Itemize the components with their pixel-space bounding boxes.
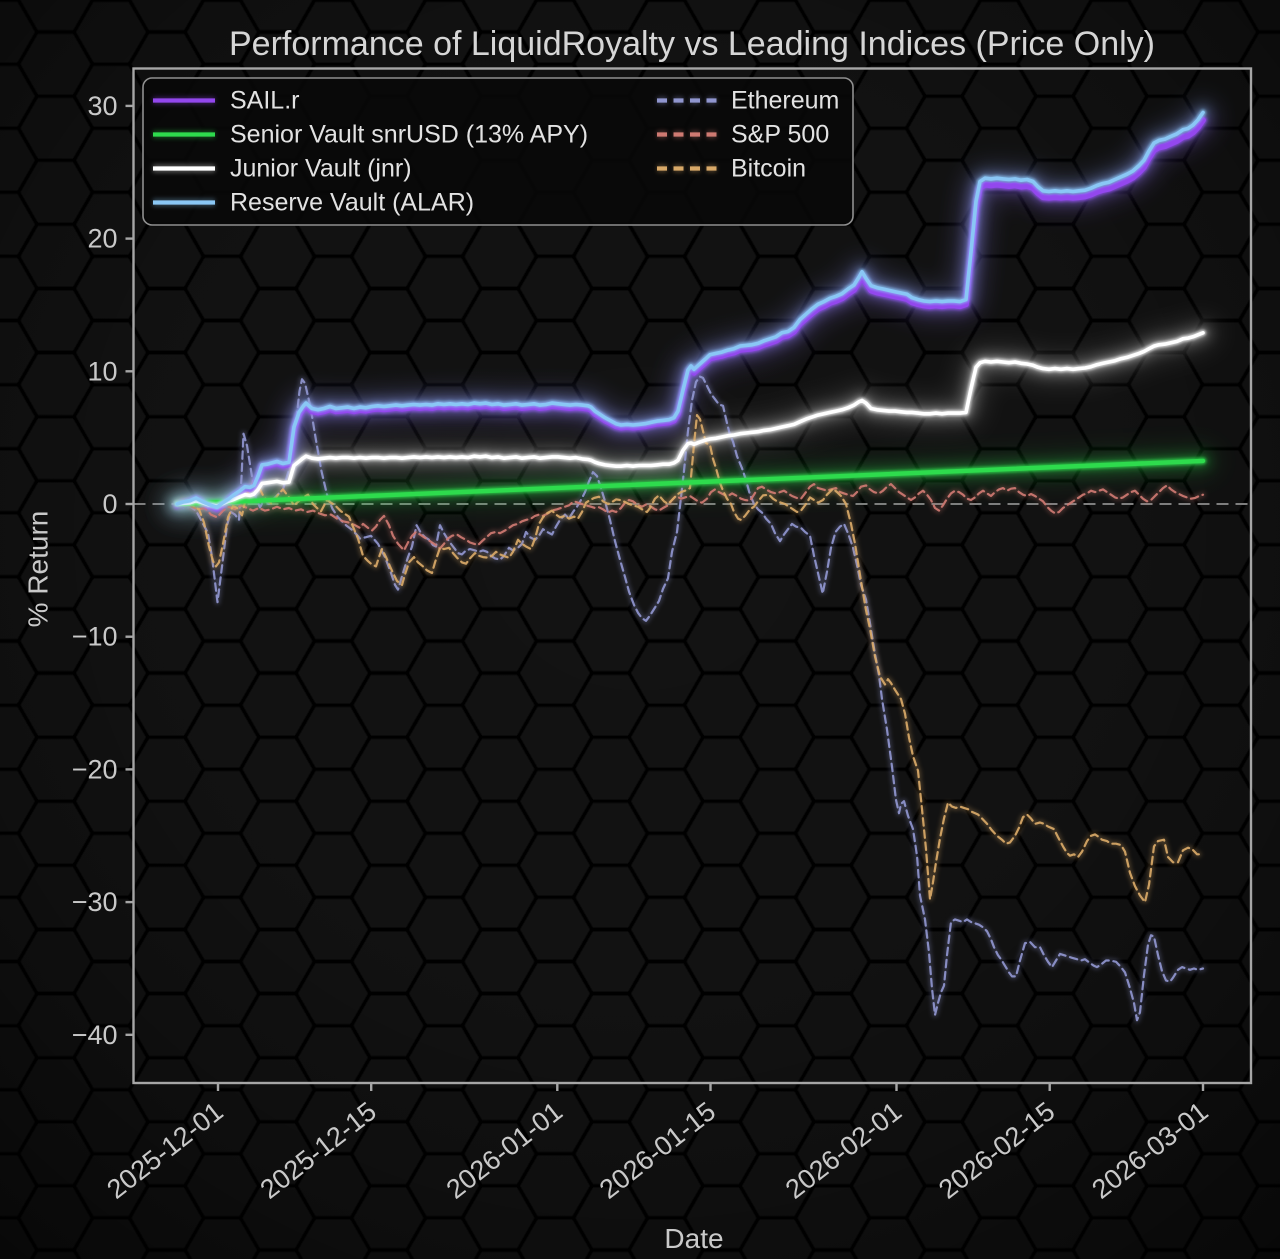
svg-text:Junior Vault (jnr): Junior Vault (jnr) bbox=[230, 155, 412, 183]
svg-text:−40: −40 bbox=[72, 1020, 118, 1050]
svg-text:Reserve Vault (ALAR): Reserve Vault (ALAR) bbox=[230, 189, 474, 217]
svg-text:S&P 500: S&P 500 bbox=[731, 121, 829, 149]
svg-text:Senior Vault snrUSD (13% APY): Senior Vault snrUSD (13% APY) bbox=[230, 121, 588, 149]
svg-text:SAIL.r: SAIL.r bbox=[230, 87, 299, 115]
svg-text:−20: −20 bbox=[72, 754, 118, 784]
svg-text:20: 20 bbox=[87, 224, 117, 254]
svg-text:−30: −30 bbox=[72, 887, 118, 917]
svg-text:Date: Date bbox=[664, 1223, 723, 1254]
svg-text:30: 30 bbox=[87, 91, 117, 121]
svg-text:Performance of LiquidRoyalty v: Performance of LiquidRoyalty vs Leading … bbox=[229, 25, 1155, 63]
svg-text:0: 0 bbox=[102, 489, 117, 519]
svg-text:−10: −10 bbox=[72, 622, 118, 652]
svg-text:% Return: % Return bbox=[23, 511, 54, 628]
svg-text:Ethereum: Ethereum bbox=[731, 87, 839, 115]
svg-text:Bitcoin: Bitcoin bbox=[731, 155, 806, 183]
svg-text:10: 10 bbox=[87, 356, 117, 386]
